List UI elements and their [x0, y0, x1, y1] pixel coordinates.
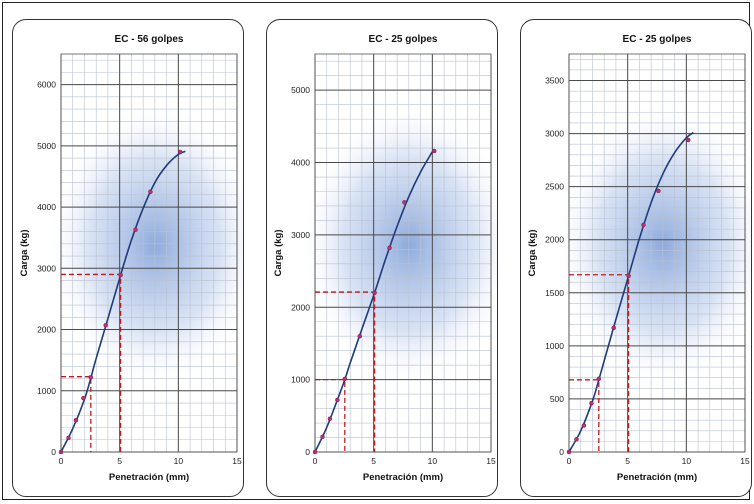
data-point-0 — [312, 449, 318, 455]
y-tick-label-3: 3000 — [291, 230, 310, 240]
data-point-0 — [566, 449, 572, 455]
data-point-5 — [103, 323, 108, 328]
x-tick-label-1: 5 — [625, 456, 630, 466]
y-tick-label-1: 1000 — [291, 375, 310, 385]
data-point-2 — [327, 416, 333, 421]
chart-svg: 0 5 10 15 0 1000 2000 3000 4000 5000 EC - 25 golpe… — [273, 34, 497, 483]
background-glow — [553, 101, 751, 389]
chart-panel-ec-56-golpes: 0 5 10 15 0 1000 2000 3000 4000 5000 6000 EC - 56 g… — [12, 19, 244, 497]
y-tick-label-7: 3500 — [545, 76, 564, 86]
y-tick-label-1: 500 — [550, 394, 564, 404]
y-tick-label-3: 3000 — [37, 263, 56, 273]
y-tick-label-3: 1500 — [545, 288, 564, 298]
y-tick-label-5: 5000 — [37, 141, 56, 151]
data-point-7 — [641, 222, 646, 228]
grid — [60, 53, 238, 453]
x-tick-label-1: 5 — [117, 456, 122, 466]
y-axis-label: Carga (kg) — [273, 230, 284, 277]
chart-svg: 0 5 10 15 0 500 1000 1500 2000 2500 3000 3500 EC - 2… — [527, 34, 751, 483]
reference-line-0 — [61, 376, 92, 452]
x-tick-label-0: 0 — [313, 456, 318, 466]
reference-line-0 — [315, 378, 346, 452]
x-tick-label-2: 10 — [174, 456, 184, 466]
data-point-4 — [88, 375, 94, 380]
data-point-4 — [342, 376, 348, 382]
data-point-9 — [177, 149, 183, 155]
background-glow — [45, 101, 243, 389]
data-point-6 — [626, 273, 631, 279]
y-axis-label: Carga (kg) — [527, 230, 538, 277]
chart-panel-ec-25-golpes-b: 0 5 10 15 0 500 1000 1500 2000 2500 3000 3500 EC - 2… — [520, 19, 752, 497]
data-point-8 — [148, 189, 153, 195]
y-tick-label-2: 2000 — [291, 302, 310, 312]
data-point-8 — [656, 188, 661, 194]
data-point-1 — [320, 434, 325, 440]
y-tick-label-5: 2500 — [545, 182, 564, 192]
data-point-6 — [118, 272, 123, 278]
data-point-3 — [81, 395, 86, 401]
x-tick-label-0: 0 — [567, 456, 572, 466]
y-tick-label-6: 3000 — [545, 129, 564, 139]
data-point-0 — [58, 449, 64, 455]
y-tick-label-1: 1000 — [37, 386, 56, 396]
y-tick-label-4: 4000 — [291, 158, 310, 168]
data-point-9 — [431, 148, 437, 154]
data-point-3 — [335, 397, 340, 403]
data-point-3 — [589, 400, 594, 406]
y-tick-label-2: 2000 — [37, 325, 56, 335]
y-tick-label-5: 5000 — [291, 85, 310, 95]
y-tick-label-4: 4000 — [37, 202, 56, 212]
y-tick-label-0: 0 — [305, 447, 310, 457]
x-tick-label-2: 10 — [428, 456, 438, 466]
chart-panel-ec-25-golpes-a: 0 5 10 15 0 1000 2000 3000 4000 5000 EC - 25 golpe… — [266, 19, 498, 497]
x-tick-label-3: 15 — [232, 456, 242, 466]
data-point-5 — [357, 333, 362, 339]
x-tick-label-1: 5 — [371, 456, 376, 466]
data-point-2 — [581, 423, 587, 428]
data-point-4 — [596, 376, 602, 382]
x-axis-label: Penetración (mm) — [617, 472, 697, 483]
background-glow — [299, 101, 497, 389]
chart-svg: 0 5 10 15 0 1000 2000 3000 4000 5000 6000 EC - 56 g… — [19, 34, 243, 483]
y-tick-label-0: 0 — [559, 447, 564, 457]
y-tick-label-4: 2000 — [545, 235, 564, 245]
data-point-5 — [611, 325, 616, 331]
chart-title: EC - 25 golpes — [623, 34, 692, 45]
chart-title: EC - 25 golpes — [369, 34, 438, 45]
y-tick-label-6: 6000 — [37, 80, 56, 90]
y-tick-label-0: 0 — [51, 447, 56, 457]
reference-line-0 — [569, 379, 600, 452]
x-tick-label-2: 10 — [682, 456, 692, 466]
x-tick-label-0: 0 — [59, 456, 64, 466]
y-axis-label: Carga (kg) — [19, 230, 30, 277]
x-axis-label: Penetración (mm) — [363, 472, 443, 483]
data-point-9 — [685, 137, 691, 143]
data-point-1 — [574, 437, 579, 442]
data-point-7 — [133, 227, 138, 232]
data-point-7 — [387, 245, 392, 251]
x-tick-label-3: 15 — [740, 456, 750, 466]
x-axis-label: Penetración (mm) — [109, 472, 189, 483]
y-tick-label-2: 1000 — [545, 341, 564, 351]
data-point-2 — [73, 417, 79, 423]
chart-title: EC - 56 golpes — [115, 34, 184, 45]
data-point-1 — [66, 435, 71, 441]
data-point-6 — [372, 290, 377, 296]
x-tick-label-3: 15 — [486, 456, 496, 466]
data-point-8 — [402, 200, 407, 205]
